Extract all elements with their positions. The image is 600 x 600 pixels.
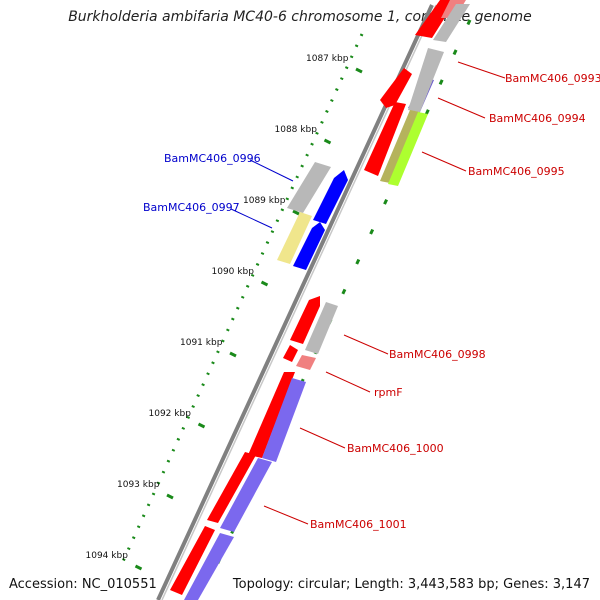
gene-label-rpmf[interactable]: rpmF [374, 386, 403, 399]
gene-label-bammc406-0993[interactable]: BamMC406_0993 [505, 72, 600, 85]
gene-feature[interactable] [283, 345, 298, 362]
gene-feature[interactable] [296, 355, 316, 370]
gene-feature[interactable] [293, 222, 325, 270]
gene-feature[interactable] [408, 48, 444, 112]
scale-labels: 1087 kbp 1088 kbp 1089 kbp 1090 kbp 1091 kbp… [86, 54, 349, 561]
feature-group-lower [170, 372, 306, 600]
scale-label: 1094 kbp [86, 551, 129, 561]
gene-feature[interactable] [287, 162, 331, 213]
gene-feature[interactable] [184, 533, 234, 600]
scale-label: 1090 kbp [212, 267, 255, 277]
gene-feature[interactable] [220, 458, 272, 532]
scale-tick [260, 280, 269, 287]
gene-feature[interactable] [380, 68, 412, 108]
gene-feature[interactable] [313, 170, 348, 224]
gene-label-bammc406-1001[interactable]: BamMC406_1001 [310, 518, 407, 531]
feature-group-0996-0997 [277, 162, 348, 270]
scale-label: 1093 kbp [117, 480, 160, 490]
gene-feature[interactable] [170, 526, 215, 595]
gene-feature[interactable] [207, 452, 256, 523]
gene-feature[interactable] [248, 372, 295, 458]
gene-label-bammc406-0996[interactable]: BamMC406_0996 [164, 152, 261, 165]
gene-feature[interactable] [277, 212, 312, 264]
scale-label: 1092 kbp [149, 409, 192, 419]
scale-tick [166, 493, 174, 500]
gene-feature[interactable] [305, 302, 338, 354]
scale-tick [197, 422, 206, 429]
scale-label: 1089 kbp [243, 196, 286, 206]
scale-dashes-inner [208, 19, 472, 581]
label-leaders [230, 61, 506, 525]
scale-label: 1087 kbp [306, 54, 349, 64]
gene-feature[interactable] [380, 110, 420, 183]
accession-label: Accession: NC_010551 [9, 577, 157, 592]
scale-tick [323, 138, 332, 145]
topology-info: Topology: circular; Length: 3,443,583 bp… [232, 577, 590, 592]
gene-label-bammc406-0995[interactable]: BamMC406_0995 [468, 165, 565, 178]
gene-label-bammc406-0994[interactable]: BamMC406_0994 [489, 112, 586, 125]
scale-tick [134, 564, 143, 571]
gene-label-bammc406-0998[interactable]: BamMC406_0998 [389, 348, 486, 361]
map-title: Burkholderia ambifaria MC40-6 chromosome… [68, 9, 532, 25]
scale-tick [355, 67, 363, 74]
scale-label: 1088 kbp [275, 125, 318, 135]
gene-labels: BamMC406_0993 BamMC406_0994 BamMC406_099… [143, 72, 600, 531]
feature-group-0998 [283, 296, 338, 370]
gene-label-bammc406-1000[interactable]: BamMC406_1000 [347, 442, 444, 455]
scale-label: 1091 kbp [180, 338, 223, 348]
gene-feature[interactable] [290, 296, 320, 344]
scale-tick-marks [134, 67, 363, 571]
gene-feature[interactable] [364, 102, 406, 176]
feature-group-top [364, 0, 470, 186]
gene-feature[interactable] [262, 378, 306, 462]
gene-feature[interactable] [433, 4, 470, 42]
scale-dots-outer [118, 33, 364, 569]
scale-tick [229, 351, 237, 358]
scale-tick [292, 209, 300, 216]
gene-label-bammc406-0997[interactable]: BamMC406_0997 [143, 201, 240, 214]
gene-feature[interactable] [388, 112, 428, 186]
